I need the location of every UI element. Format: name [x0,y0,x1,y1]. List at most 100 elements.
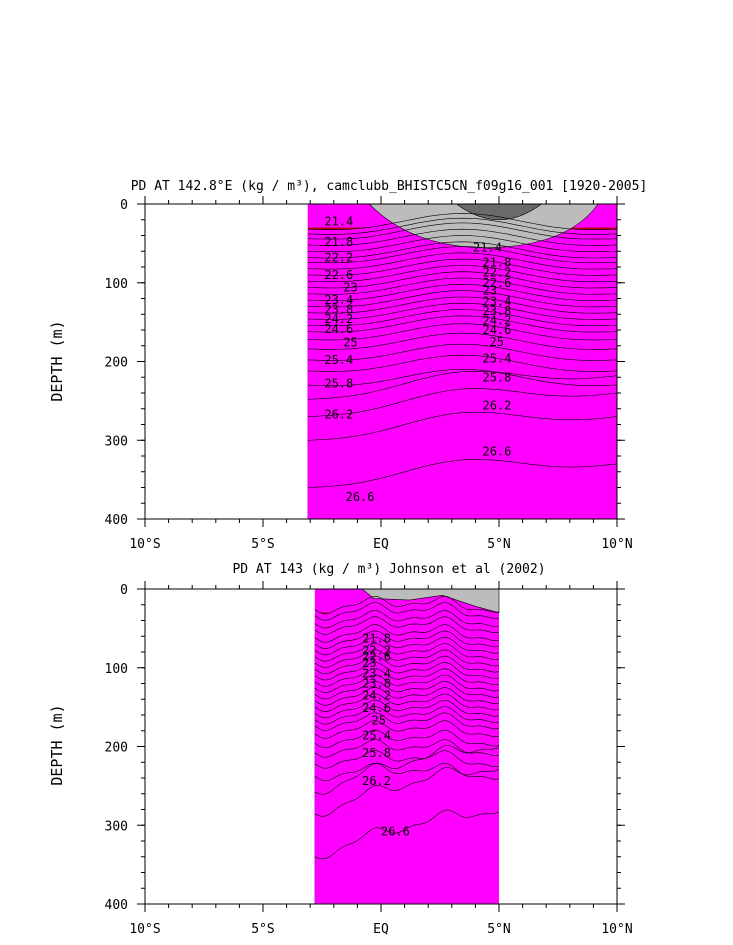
contour-band [314,596,499,904]
contour-line [314,668,500,687]
contour-line [307,302,618,320]
contour-line [314,693,500,712]
contour-label: 23.4 [362,666,391,680]
contour-line [307,459,618,488]
contour-label: 23.8 [324,303,353,317]
contour-line [314,602,500,621]
contour-label: 25.4 [362,728,391,742]
chart-title: PD AT 143 (kg / m³) Johnson et al (2002) [232,562,545,577]
contour-line [314,649,500,668]
y-tick-label: 0 [120,198,128,213]
contour-line [307,309,618,327]
x-tick-label: 5°S [251,922,274,937]
contour-line [307,369,618,386]
contour-label: 23 [343,280,357,294]
contour-line [307,290,618,308]
contour-label: 21.8 [482,255,511,269]
contour-line [307,228,618,246]
contour-label: 24.6 [324,322,353,336]
dark-region [455,203,543,221]
x-tick-label: 10°N [601,537,632,552]
contour-line [307,388,618,417]
contour-line [307,222,618,240]
contour-label: 23 [482,284,496,298]
contour-line [307,323,618,341]
contour-label: 24.2 [482,314,511,328]
contour-label: 23.4 [482,295,511,309]
contour-line [314,662,500,681]
contour-label: 22.2 [482,266,511,280]
y-tick-label: 200 [105,741,128,756]
y-tick-label: 400 [105,898,128,913]
contour-line [314,809,500,860]
contour-line [314,687,500,706]
grey-region [368,203,599,248]
chart-panel-1: 21.421.822.222.62323.423.824.224.62525.4… [48,179,647,552]
contour-line [314,636,500,656]
contour-label: 22.6 [362,650,391,664]
contour-line [314,680,500,700]
contour-line [314,674,500,694]
x-tick-label: 10°N [601,922,632,937]
x-tick-label: EQ [373,537,389,552]
x-tick-label: 5°N [487,537,510,552]
contour-line [307,277,618,295]
y-axis-label: DEPTH (m) [48,320,66,401]
contour-line [314,630,500,649]
contour-label: 25.8 [482,370,511,384]
contour-line [314,706,500,725]
contour-line [314,720,500,739]
chart-title: PD AT 142.8°E (kg / m³), camclubb_BHISTC… [131,179,648,194]
contour-label: 21.8 [362,632,391,646]
x-tick-label: 5°N [487,922,510,937]
contour-label: 26.2 [362,774,391,788]
contour-line [307,296,618,314]
contour-label: 26.6 [482,444,511,458]
contour-line [314,655,500,675]
contour-label: 26.2 [324,407,353,421]
y-tick-label: 100 [105,277,128,292]
y-tick-label: 400 [105,513,128,528]
contour-label: 21.8 [324,235,353,249]
contour-line [307,241,618,259]
contour-label: 24.2 [324,312,353,326]
contour-label: 24.6 [362,701,391,715]
contour-label: 23.8 [362,677,391,691]
contour-label: 23.4 [324,293,353,307]
contour-label: 22.2 [362,643,391,657]
contour-label: 25.8 [362,746,391,760]
contour-label: 21.4 [473,240,502,254]
x-tick-label: EQ [373,922,389,937]
contour-line [307,246,618,264]
contour-label: 22.6 [324,268,353,282]
contour-label: 25.4 [482,351,511,365]
contour-label: 26.6 [346,490,375,504]
contour-line [307,370,618,400]
contour-band [307,213,617,519]
contour-label: 23 [362,656,376,670]
y-tick-label: 0 [120,583,128,598]
contour-line [314,745,500,795]
contour-line [307,332,618,350]
contour-label: 26.6 [381,825,410,839]
contour-line [314,712,500,731]
x-tick-label: 10°S [129,537,160,552]
contour-line [307,258,618,276]
contour-label: 25 [490,335,504,349]
contour-label: 23.8 [482,304,511,318]
contour-line [314,624,500,643]
contour-line [314,610,500,629]
contour-line [307,315,618,333]
contour-line [307,265,618,283]
contour-label: 24.6 [482,323,511,337]
contour-line [307,213,618,230]
y-axis-label: DEPTH (m) [48,704,66,785]
contour-line [307,343,618,361]
contour-label: 21.4 [324,214,353,228]
y-tick-label: 200 [105,356,128,371]
y-tick-label: 300 [105,819,128,834]
grey-region [361,588,500,614]
contour-label: 22.2 [324,251,353,265]
contour-line [314,643,500,662]
